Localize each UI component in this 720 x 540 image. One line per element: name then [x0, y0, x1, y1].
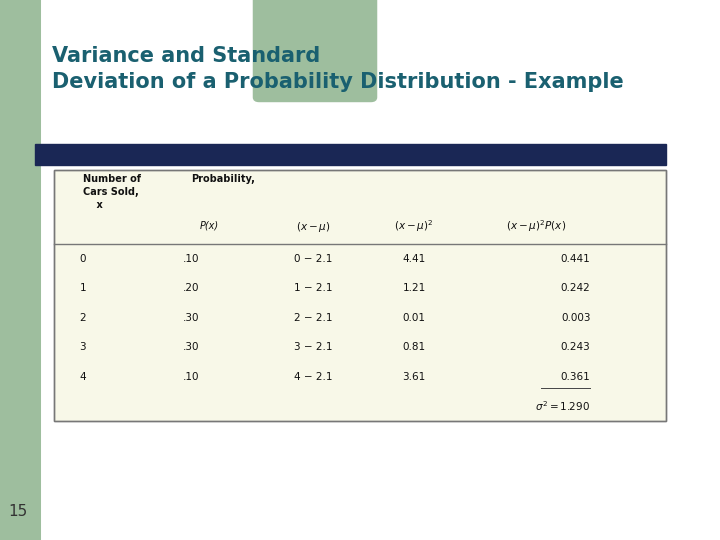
- Text: 0.81: 0.81: [402, 342, 426, 353]
- Text: 3: 3: [79, 342, 86, 353]
- Text: Number of
Cars Sold,
    x: Number of Cars Sold, x: [83, 174, 141, 210]
- Text: 0.242: 0.242: [561, 284, 590, 293]
- Text: 3.61: 3.61: [402, 372, 426, 382]
- Text: Probability,: Probability,: [191, 174, 255, 185]
- Text: .20: .20: [183, 284, 199, 293]
- Text: 2: 2: [79, 313, 86, 323]
- Text: 1.21: 1.21: [402, 284, 426, 293]
- Text: $\sigma^2 = 1.290$: $\sigma^2 = 1.290$: [536, 400, 590, 413]
- Text: 0.243: 0.243: [561, 342, 590, 353]
- Text: .10: .10: [183, 372, 199, 382]
- Text: .30: .30: [183, 342, 199, 353]
- Text: 2 − 2.1: 2 − 2.1: [294, 313, 333, 323]
- Text: 4 − 2.1: 4 − 2.1: [294, 372, 333, 382]
- Text: .10: .10: [183, 254, 199, 264]
- Text: P(x): P(x): [199, 221, 218, 231]
- Text: 4: 4: [79, 372, 86, 382]
- Text: Variance and Standard
Deviation of a Probability Distribution - Example: Variance and Standard Deviation of a Pro…: [52, 46, 624, 91]
- Text: .30: .30: [183, 313, 199, 323]
- Text: 15: 15: [9, 504, 27, 519]
- Text: 3 − 2.1: 3 − 2.1: [294, 342, 333, 353]
- Text: 4.41: 4.41: [402, 254, 426, 264]
- Text: 0.441: 0.441: [561, 254, 590, 264]
- Text: 0: 0: [79, 254, 86, 264]
- Text: 0 − 2.1: 0 − 2.1: [294, 254, 333, 264]
- Text: $(x - \mu)^2$: $(x - \mu)^2$: [395, 219, 433, 234]
- Text: 0.003: 0.003: [561, 313, 590, 323]
- Text: 1: 1: [79, 284, 86, 293]
- Text: $(x - \mu)^2P(x)$: $(x - \mu)^2P(x)$: [506, 219, 567, 234]
- Text: $(x - \mu)$: $(x - \mu)$: [296, 220, 330, 234]
- Text: 0.01: 0.01: [402, 313, 426, 323]
- Text: 0.361: 0.361: [561, 372, 590, 382]
- Text: 1 − 2.1: 1 − 2.1: [294, 284, 333, 293]
